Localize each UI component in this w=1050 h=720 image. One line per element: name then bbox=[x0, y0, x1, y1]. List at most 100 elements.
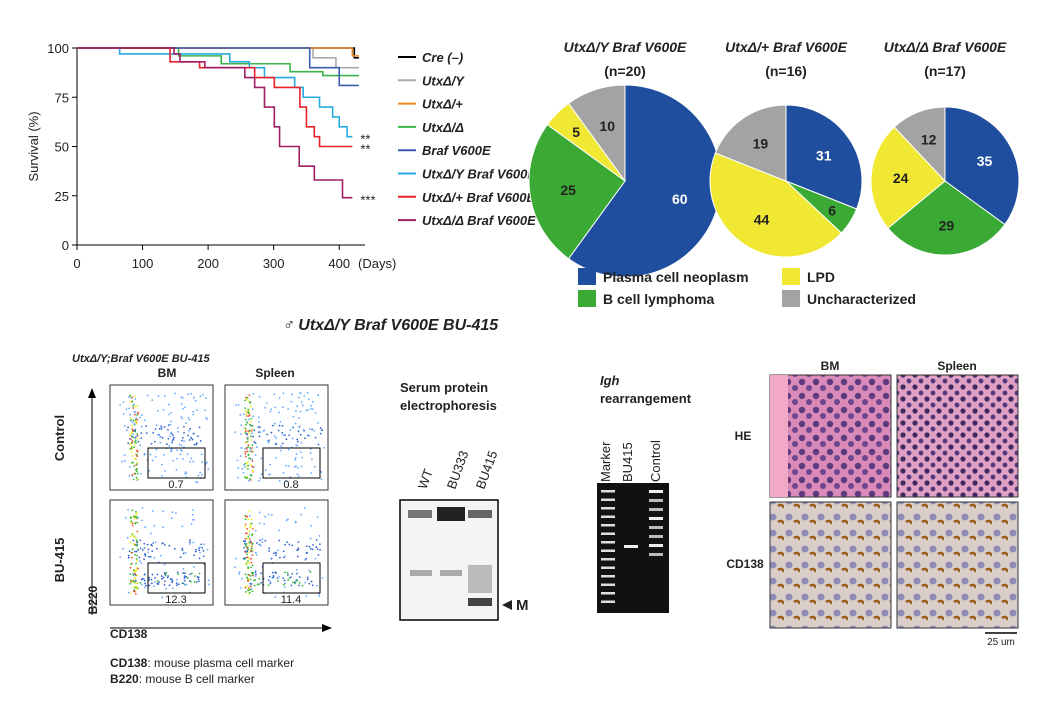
flow-dot bbox=[315, 539, 318, 541]
row-label: HE bbox=[735, 429, 752, 443]
flow-dot bbox=[201, 461, 203, 464]
flow-dot bbox=[299, 392, 302, 395]
flow-dot bbox=[123, 454, 126, 457]
flow-dot bbox=[171, 581, 173, 584]
flow-dot bbox=[192, 460, 195, 463]
flow-dot bbox=[248, 515, 251, 517]
lane-label: Control bbox=[648, 440, 663, 482]
flow-dot bbox=[194, 575, 196, 577]
flow-dot bbox=[248, 574, 251, 576]
flow-dot bbox=[298, 581, 301, 584]
band bbox=[649, 544, 663, 547]
flow-dot bbox=[190, 392, 193, 395]
flow-dot bbox=[135, 476, 138, 479]
flow-dot bbox=[281, 442, 284, 445]
flow-dot bbox=[244, 586, 247, 589]
flow-dot bbox=[133, 443, 136, 446]
flow-dot bbox=[205, 417, 207, 419]
flow-dot bbox=[305, 545, 308, 548]
flow-dot bbox=[240, 424, 242, 427]
flow-dot bbox=[179, 556, 182, 559]
flow-dot bbox=[166, 443, 168, 446]
flow-dot bbox=[145, 432, 148, 434]
flow-dot bbox=[285, 438, 288, 441]
flow-dot bbox=[247, 580, 250, 583]
flow-dot bbox=[177, 427, 179, 429]
flow-dot bbox=[189, 539, 191, 542]
flow-dot bbox=[268, 550, 270, 552]
flow-dot bbox=[249, 550, 252, 552]
flow-dot bbox=[254, 575, 257, 578]
flow-dot bbox=[193, 565, 195, 568]
band bbox=[601, 549, 615, 552]
flow-dot bbox=[247, 567, 250, 569]
flow-dot bbox=[249, 448, 252, 451]
flow-dot bbox=[192, 541, 195, 544]
flow-dot bbox=[135, 463, 138, 466]
flow-dot bbox=[315, 546, 318, 548]
flow-dot bbox=[139, 444, 142, 447]
flow-dot bbox=[285, 480, 288, 483]
slice-label: 60 bbox=[672, 191, 688, 207]
flow-dot bbox=[274, 457, 277, 459]
flow-dot bbox=[251, 428, 254, 431]
flow-dot bbox=[289, 476, 292, 478]
flow-dot bbox=[248, 409, 250, 412]
column-label: Spleen bbox=[937, 359, 976, 373]
flow-dot bbox=[166, 576, 169, 579]
band bbox=[649, 553, 663, 556]
y-tick-label: 75 bbox=[55, 90, 69, 105]
note-text: : mouse B cell marker bbox=[139, 672, 255, 686]
flow-dot bbox=[162, 542, 164, 545]
flow-dot bbox=[244, 544, 247, 547]
y-tick-label: 100 bbox=[47, 41, 69, 56]
flow-dot bbox=[298, 584, 300, 587]
flow-dot bbox=[238, 571, 241, 573]
flow-dot bbox=[294, 457, 297, 459]
flow-dot bbox=[271, 571, 274, 574]
flow-dot bbox=[201, 453, 203, 456]
flow-dot bbox=[244, 399, 247, 402]
legend-swatch bbox=[782, 290, 800, 307]
flow-dot bbox=[278, 411, 280, 414]
band bbox=[649, 508, 663, 511]
flow-dot bbox=[127, 442, 130, 445]
flow-dot bbox=[136, 455, 139, 458]
flow-dot bbox=[139, 539, 142, 542]
flow-dot bbox=[129, 517, 132, 519]
flow-dot bbox=[305, 595, 308, 598]
flow-dot bbox=[163, 470, 166, 472]
flow-dot bbox=[311, 458, 313, 461]
flow-dot bbox=[127, 426, 129, 429]
flow-dot bbox=[151, 459, 154, 462]
flow-dot bbox=[236, 459, 239, 462]
flow-dot bbox=[197, 547, 200, 550]
flow-dot bbox=[249, 457, 252, 460]
flow-dot bbox=[308, 434, 311, 437]
flow-dot bbox=[311, 548, 314, 551]
flow-dot bbox=[253, 429, 256, 432]
band bbox=[601, 600, 615, 603]
flow-dot bbox=[288, 577, 291, 579]
flow-dot bbox=[182, 458, 185, 460]
flow-dot bbox=[155, 547, 158, 550]
flow-dot bbox=[251, 554, 254, 557]
y-axis-label: Survival (%) bbox=[26, 111, 41, 181]
flow-dot bbox=[188, 543, 191, 545]
flow-dot bbox=[148, 576, 151, 579]
flow-dot bbox=[181, 436, 184, 439]
flow-dot bbox=[154, 428, 157, 430]
flow-dot bbox=[249, 582, 252, 585]
band bbox=[410, 570, 432, 576]
flow-dot bbox=[248, 429, 251, 432]
significance: *** bbox=[360, 193, 375, 208]
pie-title: UtxΔ/Δ Braf V600E bbox=[884, 39, 1007, 55]
flow-dot bbox=[129, 419, 132, 422]
flow-dot bbox=[192, 410, 195, 413]
slice-label: 5 bbox=[572, 124, 580, 140]
flow-dot bbox=[131, 572, 134, 575]
flow-dot bbox=[136, 574, 139, 577]
flow-dot bbox=[320, 471, 323, 473]
flow-dot bbox=[193, 581, 196, 584]
flow-dot bbox=[258, 435, 261, 438]
